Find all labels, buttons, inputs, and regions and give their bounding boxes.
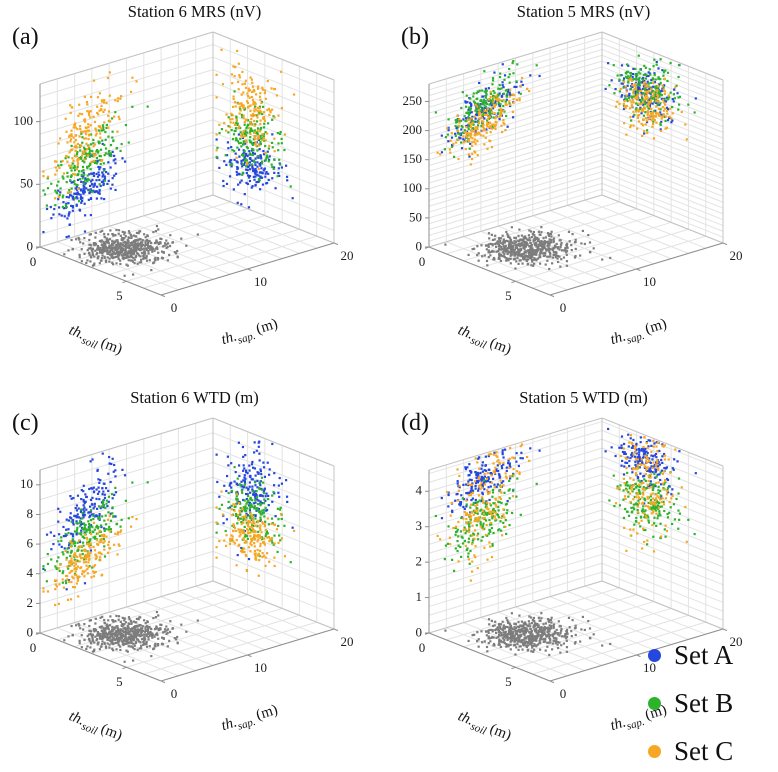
legend-item-set-a: Set A (640, 638, 733, 672)
panel-b: Station 5 MRS (nV) (b) th.soil(m) th.sap… (389, 0, 778, 386)
panel-a-letter: (a) (12, 24, 39, 50)
set-c-marker-icon (648, 744, 661, 758)
panel-d-title: Station 5 WTD (m) (519, 388, 648, 407)
panel-d: Station 5 WTD (m) (d) th.soil(m) th.sap.… (389, 386, 778, 772)
panel-a-plot (0, 0, 389, 386)
panel-b-title: Station 5 MRS (nV) (516, 2, 651, 21)
set-b-marker-icon (648, 696, 661, 710)
panel-d-plot (389, 386, 778, 772)
panel-c-plot (0, 386, 389, 772)
panel-c-letter: (c) (12, 410, 39, 436)
panel-b-plot (389, 0, 778, 386)
legend: Set A Set B Set C (640, 638, 733, 772)
legend-item-set-c: Set C (640, 734, 733, 768)
panel-c-title: Station 6 WTD (m) (130, 388, 259, 407)
legend-label-set-a: Set A (674, 640, 734, 670)
legend-item-set-b: Set B (640, 686, 733, 720)
panel-a-title: Station 6 MRS (nV) (127, 2, 262, 21)
set-a-marker-icon (648, 648, 661, 662)
legend-label-set-c: Set C (674, 736, 734, 766)
legend-label-set-b: Set B (674, 688, 734, 718)
panel-d-letter: (d) (401, 410, 429, 436)
panel-b-letter: (b) (401, 24, 429, 50)
panel-a: Station 6 MRS (nV) (a) th.soil(m) th.sap… (0, 0, 389, 386)
panel-c: Station 6 WTD (m) (c) th.soil(m) th.sap.… (0, 386, 389, 772)
